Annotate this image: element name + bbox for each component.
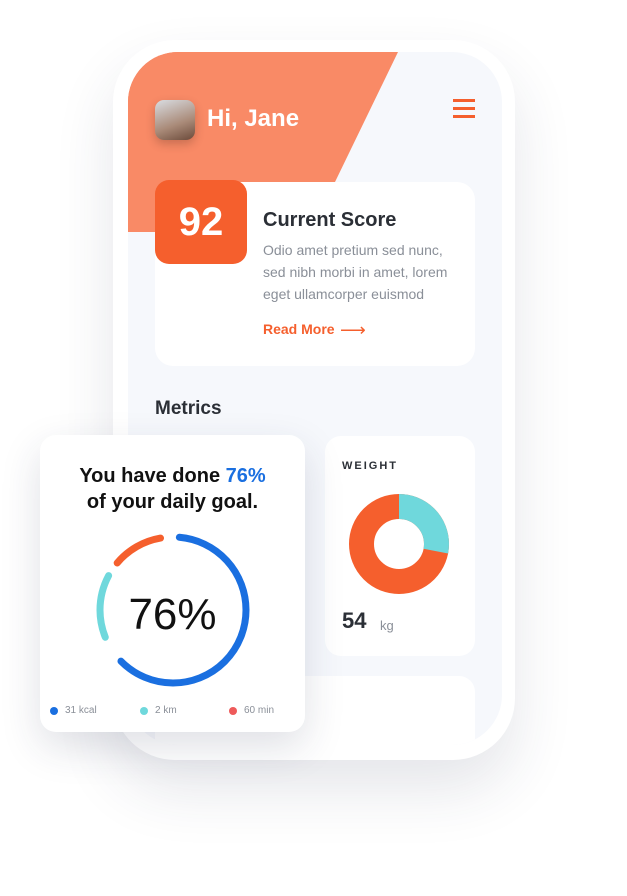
daily-goal-card: You have done 76% of your daily goal. 76%… (40, 435, 305, 732)
phone-screen: Hi, Jane 92 Current Score Odio amet pret… (128, 52, 502, 745)
score-title: Current Score (263, 209, 397, 231)
weight-unit: kg (380, 618, 394, 633)
read-more-link[interactable]: Read More (263, 321, 335, 337)
score-description: Odio amet pretium sed nunc, sed nibh mor… (263, 242, 448, 302)
greeting: Hi, Jane (207, 105, 300, 132)
goal-title-percent: 76% (225, 465, 266, 487)
weight-donut (349, 494, 449, 594)
arrow-right-icon[interactable]: ⟶ (340, 320, 366, 340)
goal-ring (96, 533, 250, 687)
goal-title: You have done 76% of your daily goal. (79, 465, 266, 513)
avatar[interactable] (155, 100, 195, 140)
goal-percent: 76% (128, 590, 217, 639)
legend-kcal: 31 kcal (50, 705, 97, 716)
weight-card: WEIGHT 54 kg (325, 436, 475, 656)
metrics-heading: Metrics (155, 398, 222, 419)
goal-ring-teal (96, 533, 250, 687)
legend-min: 60 min (229, 705, 274, 716)
score-badge: 92 (155, 180, 247, 264)
legend-km: 2 km (140, 705, 177, 716)
goal-ring-blue (96, 533, 250, 687)
weight-label: WEIGHT (342, 460, 398, 472)
hamburger-icon[interactable] (453, 99, 475, 123)
weight-donut-teal (349, 494, 449, 594)
weight-value: 54 (342, 608, 367, 633)
